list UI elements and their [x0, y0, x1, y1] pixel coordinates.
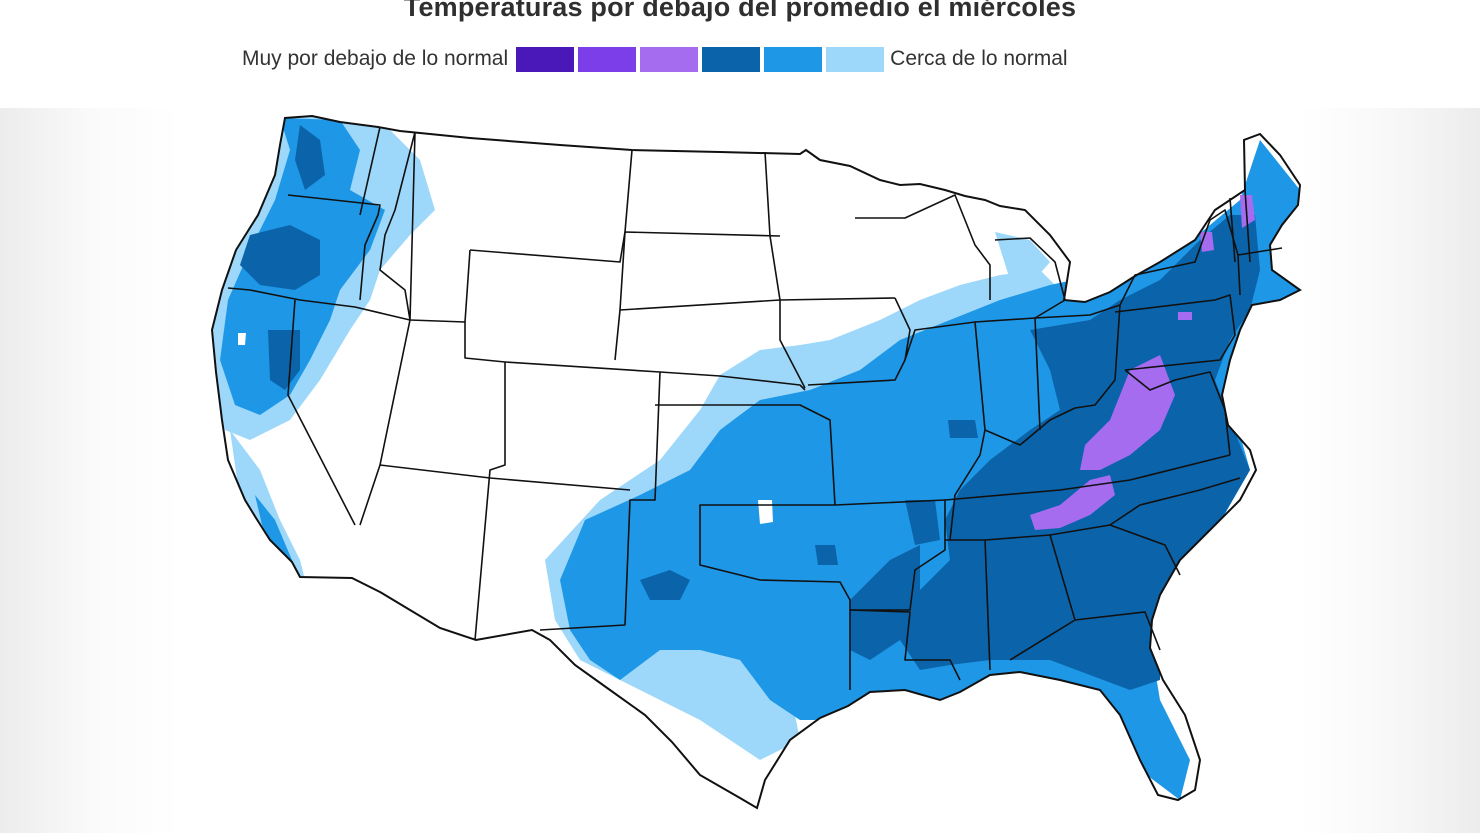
border-nd-sd-ne — [614, 149, 633, 361]
border-mt-id — [409, 131, 471, 323]
border-wi — [855, 194, 991, 300]
legend-swatch-4 — [702, 46, 761, 72]
border-mt-wy-sd — [469, 231, 781, 263]
border-az-nm-top — [379, 464, 631, 491]
border-ut-az — [464, 322, 506, 641]
border-ar — [834, 499, 946, 611]
legend: Muy por debajo de lo normal Cerca de lo … — [242, 46, 1068, 72]
state-borders — [227, 126, 1283, 690]
legend-swatch-5 — [764, 46, 823, 72]
border-co-nm — [504, 361, 661, 631]
border-sc — [1049, 524, 1181, 576]
legend-swatch-3 — [640, 46, 699, 72]
border-ga-fl — [1074, 611, 1161, 651]
border-ks-ok-tx — [655, 404, 851, 690]
border-oh — [1034, 304, 1121, 409]
chart-header: Temperaturas por debajo del promedio el … — [0, 0, 1480, 108]
temperature-shading — [212, 116, 1300, 800]
legend-swatch-1 — [516, 46, 575, 72]
border-ca-nv — [287, 299, 356, 526]
border-ms-al-ga — [945, 534, 1076, 671]
border-ne-ia — [619, 297, 896, 311]
border-il-north — [894, 297, 911, 361]
border-mi — [994, 237, 1066, 319]
border-new-england — [1229, 189, 1283, 263]
border-id — [359, 126, 416, 321]
legend-swatch-2 — [578, 46, 637, 72]
border-la — [849, 609, 961, 681]
map-area — [0, 108, 1480, 833]
shade-well-below-normal — [240, 125, 1260, 690]
border-pa — [1114, 294, 1236, 371]
shade-spots — [238, 333, 773, 524]
border-wa-or — [287, 194, 381, 301]
border-or-south — [227, 287, 411, 321]
map-title: Temperaturas por debajo del promedio el … — [403, 0, 1077, 22]
legend-label-near-normal: Cerca de lo normal — [890, 47, 1068, 70]
us-temperature-map — [211, 115, 1301, 809]
legend-label-very-below: Muy por debajo de lo normal — [242, 47, 509, 70]
border-tn-ky — [944, 454, 1231, 501]
shade-much-below-normal — [1030, 195, 1255, 530]
border-nc — [1109, 477, 1241, 526]
legend-swatches — [516, 46, 885, 72]
legend-swatch-6 — [826, 46, 885, 72]
border-ks-ne — [659, 371, 806, 391]
